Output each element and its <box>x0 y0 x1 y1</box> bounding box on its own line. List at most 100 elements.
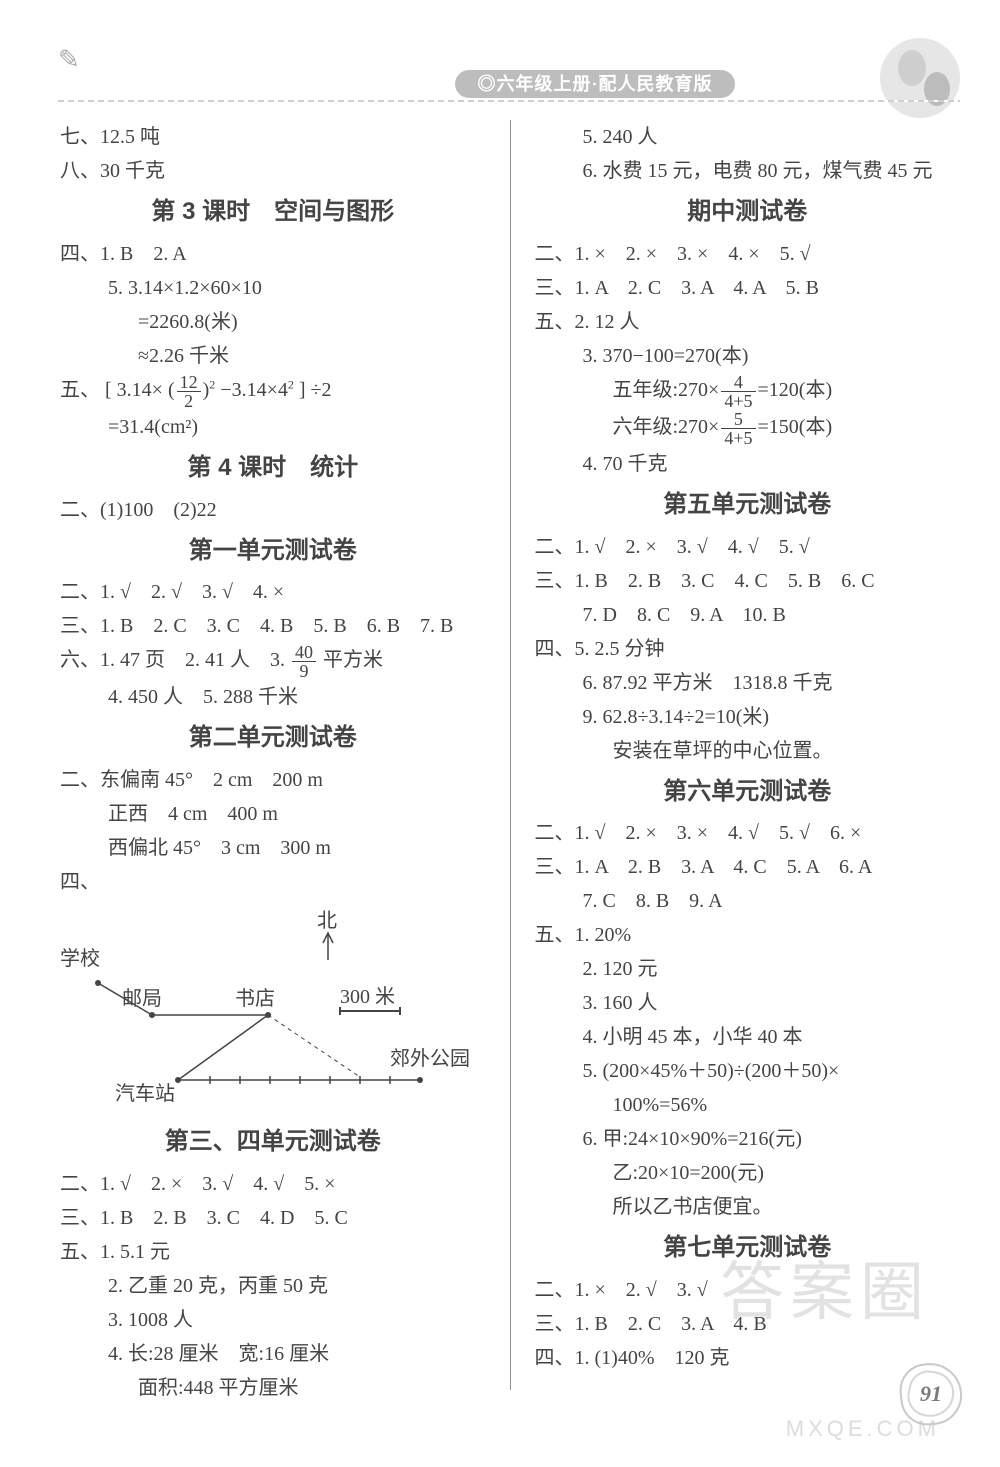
text-line: 六、1. 47 页 2. 41 人 3. 409 平方米 <box>60 643 486 680</box>
fraction-den: 2 <box>177 392 201 410</box>
text-line: 7. D 8. C 9. A 10. B <box>535 598 961 632</box>
text-line: 正西 4 cm 400 m <box>60 797 486 831</box>
text-line: 八、30 千克 <box>60 154 486 188</box>
formula-line: 五年级:270×44+5=120(本) <box>535 373 961 410</box>
text-line: 西偏北 45° 3 cm 300 m <box>60 831 486 865</box>
text-line: 6. 甲:24×10×90%=216(元) <box>535 1122 961 1156</box>
text-line: 五、1. 20% <box>535 918 961 952</box>
north-label: 北 <box>317 909 337 932</box>
expr: −3.14×4 <box>220 379 288 401</box>
text-line: 三、1. B 2. B 3. C 4. D 5. C <box>60 1201 486 1235</box>
section-heading: 期中测试卷 <box>535 192 961 233</box>
formula-line: 五、 [ 3.14× (122)2 −3.14×42 ] ÷2 <box>60 373 486 410</box>
text-span: =150(本) <box>758 416 833 438</box>
fraction-den: 4+5 <box>721 429 755 447</box>
text-line: 2. 120 元 <box>535 952 961 986</box>
expr: 3.14× <box>117 379 163 401</box>
section-heading: 第一单元测试卷 <box>60 531 486 572</box>
fraction: 54+5 <box>721 410 755 447</box>
label: 五、 <box>60 379 100 401</box>
text-line: 二、1. √ 2. × 3. √ 4. √ 5. √ <box>535 530 961 564</box>
fraction: 44+5 <box>721 373 755 410</box>
text-line: 三、1. A 2. C 3. A 4. A 5. B <box>535 271 961 305</box>
fraction-num: 12 <box>177 373 201 392</box>
corner-ornament-icon: ✎ <box>58 38 80 82</box>
text-line: 安装在草坪的中心位置。 <box>535 734 961 768</box>
bracket: [ <box>105 379 112 401</box>
fraction-den: 4+5 <box>721 392 755 410</box>
section-heading: 第 3 课时 空间与图形 <box>60 192 486 233</box>
text-line: 五、2. 12 人 <box>535 305 961 339</box>
text-line: 三、1. B 2. C 3. A 4. B <box>535 1307 961 1341</box>
right-column: 5. 240 人 6. 水费 15 元，电费 80 元，煤气费 45 元 期中测… <box>511 120 961 1400</box>
left-column: 七、12.5 吨 八、30 千克 第 3 课时 空间与图形 四、1. B 2. … <box>60 120 510 1400</box>
text-line: 4. 70 千克 <box>535 447 961 481</box>
text-line: 3. 1008 人 <box>60 1303 486 1337</box>
text-line: 5. 3.14×1.2×60×10 <box>60 271 486 305</box>
node-park: 郊外公园 <box>390 1047 470 1070</box>
page: ✎ ◎六年级上册·配人民教育版 答案圈 MXQE.COM 七、12.5 吨 八、… <box>0 0 1000 1467</box>
text-line: 三、1. A 2. B 3. A 4. C 5. A 6. A <box>535 850 961 884</box>
text-line: 7. C 8. B 9. A <box>535 884 961 918</box>
map-svg: 北 学校 邮局 书店 300 米 <box>60 905 480 1105</box>
text-line: 5. (200×45%＋50)÷(200＋50)× <box>535 1054 961 1088</box>
section-heading: 第 4 课时 统计 <box>60 448 486 489</box>
text-line: 4. 长:28 厘米 宽:16 厘米 <box>60 1337 486 1371</box>
text-line: 四、1. (1)40% 120 克 <box>535 1341 961 1375</box>
text-line: 四、5. 2.5 分钟 <box>535 632 961 666</box>
text-line: 二、1. √ 2. √ 3. √ 4. × <box>60 575 486 609</box>
text-line: 三、1. B 2. B 3. C 4. C 5. B 6. C <box>535 564 961 598</box>
balloon-icon <box>880 38 960 118</box>
text-span: 五年级:270× <box>613 379 720 401</box>
section-heading: 第七单元测试卷 <box>535 1228 961 1269</box>
text-line: 4. 小明 45 本，小华 40 本 <box>535 1020 961 1054</box>
fraction-num: 5 <box>721 410 755 429</box>
header-pill: ◎六年级上册·配人民教育版 <box>455 70 735 98</box>
fraction-num: 4 <box>721 373 755 392</box>
text-line: 五、1. 5.1 元 <box>60 1235 486 1269</box>
text-line: 6. 87.92 平方米 1318.8 千克 <box>535 666 961 700</box>
node-post: 邮局 <box>122 987 162 1010</box>
formula-line: 六年级:270×54+5=150(本) <box>535 410 961 447</box>
text-line: 5. 240 人 <box>535 120 961 154</box>
text-span: =120(本) <box>758 379 833 401</box>
text-line: 9. 62.8÷3.14÷2=10(米) <box>535 700 961 734</box>
fraction: 122 <box>177 373 201 410</box>
node-bus: 汽车站 <box>115 1082 175 1105</box>
text-line: 2. 乙重 20 克，丙重 50 克 <box>60 1269 486 1303</box>
text-span: 六年级:270× <box>613 416 720 438</box>
text-line: 二、1. × 2. √ 3. √ <box>535 1273 961 1307</box>
text-line: =2260.8(米) <box>60 305 486 339</box>
paren: ( <box>168 379 175 401</box>
text-line: 二、1. √ 2. × 3. √ 4. √ 5. × <box>60 1167 486 1201</box>
map-diagram: 北 学校 邮局 书店 300 米 <box>60 905 486 1116</box>
exponent: 2 <box>209 377 215 391</box>
fraction: 409 <box>292 643 316 680</box>
text-line: 乙:20×10=200(元) <box>535 1156 961 1190</box>
text-line: 面积:448 平方厘米 <box>60 1371 486 1405</box>
text-line: 6. 水费 15 元，电费 80 元，煤气费 45 元 <box>535 154 961 188</box>
two-column-layout: 七、12.5 吨 八、30 千克 第 3 课时 空间与图形 四、1. B 2. … <box>60 120 960 1400</box>
expr: ÷2 <box>311 379 332 401</box>
text-line: 二、东偏南 45° 2 cm 200 m <box>60 763 486 797</box>
text-line: 3. 370−100=270(本) <box>535 339 961 373</box>
text-line: 100%=56% <box>535 1088 961 1122</box>
node-school: 学校 <box>60 947 100 970</box>
fraction-den: 9 <box>292 662 316 680</box>
text-line: 所以乙书店便宜。 <box>535 1190 961 1224</box>
exponent: 2 <box>288 377 294 391</box>
text-line: 二、(1)100 (2)22 <box>60 493 486 527</box>
text-line: 二、1. × 2. × 3. × 4. × 5. √ <box>535 237 961 271</box>
section-heading: 第二单元测试卷 <box>60 718 486 759</box>
scale-label: 300 米 <box>340 985 395 1008</box>
text-line: 三、1. B 2. C 3. C 4. B 5. B 6. B 7. B <box>60 609 486 643</box>
header-separator <box>58 100 960 102</box>
text-line: 四、1. B 2. A <box>60 237 486 271</box>
bracket: ] <box>299 379 306 401</box>
node-bookstore: 书店 <box>235 987 275 1010</box>
text-line: 4. 450 人 5. 288 千米 <box>60 680 486 714</box>
text-span: 平方米 <box>318 649 383 671</box>
section-heading: 第五单元测试卷 <box>535 485 961 526</box>
text-line: 四、 <box>60 865 486 899</box>
section-heading: 第六单元测试卷 <box>535 772 961 813</box>
